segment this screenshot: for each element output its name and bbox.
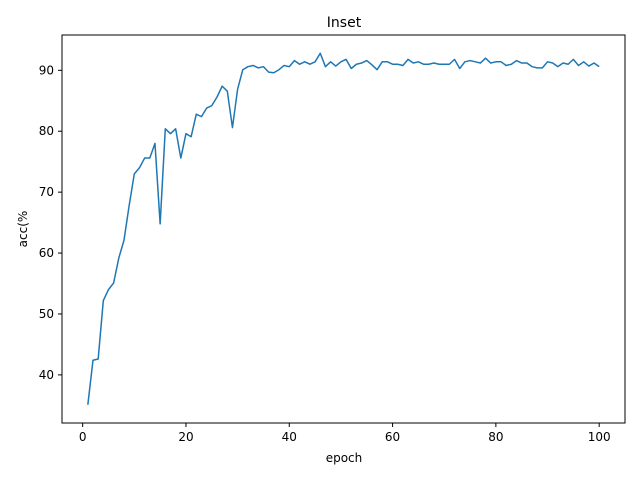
x-tick-label: 0 (79, 430, 87, 444)
y-tick-label: 60 (39, 246, 54, 260)
y-axis: 40 50 60 70 80 90 (39, 63, 62, 382)
x-axis: 0 20 40 60 80 100 (79, 423, 611, 444)
y-tick-label: 40 (39, 368, 54, 382)
x-tick-label: 40 (282, 430, 297, 444)
plot-frame (61, 34, 626, 424)
x-tick-label: 100 (588, 430, 611, 444)
plot-area (61, 34, 626, 424)
x-tick-label: 80 (488, 430, 503, 444)
y-tick-label: 90 (39, 63, 54, 77)
y-tick-label: 70 (39, 185, 54, 199)
y-axis-label: acc(% (16, 211, 30, 248)
x-tick-label: 60 (385, 430, 400, 444)
y-tick-label: 80 (39, 124, 54, 138)
accuracy-series-line (87, 52, 600, 405)
x-axis-label: epoch (326, 451, 363, 465)
x-tick-label: 20 (178, 430, 193, 444)
y-tick-label: 50 (39, 307, 54, 321)
chart-title: Inset (327, 15, 362, 31)
